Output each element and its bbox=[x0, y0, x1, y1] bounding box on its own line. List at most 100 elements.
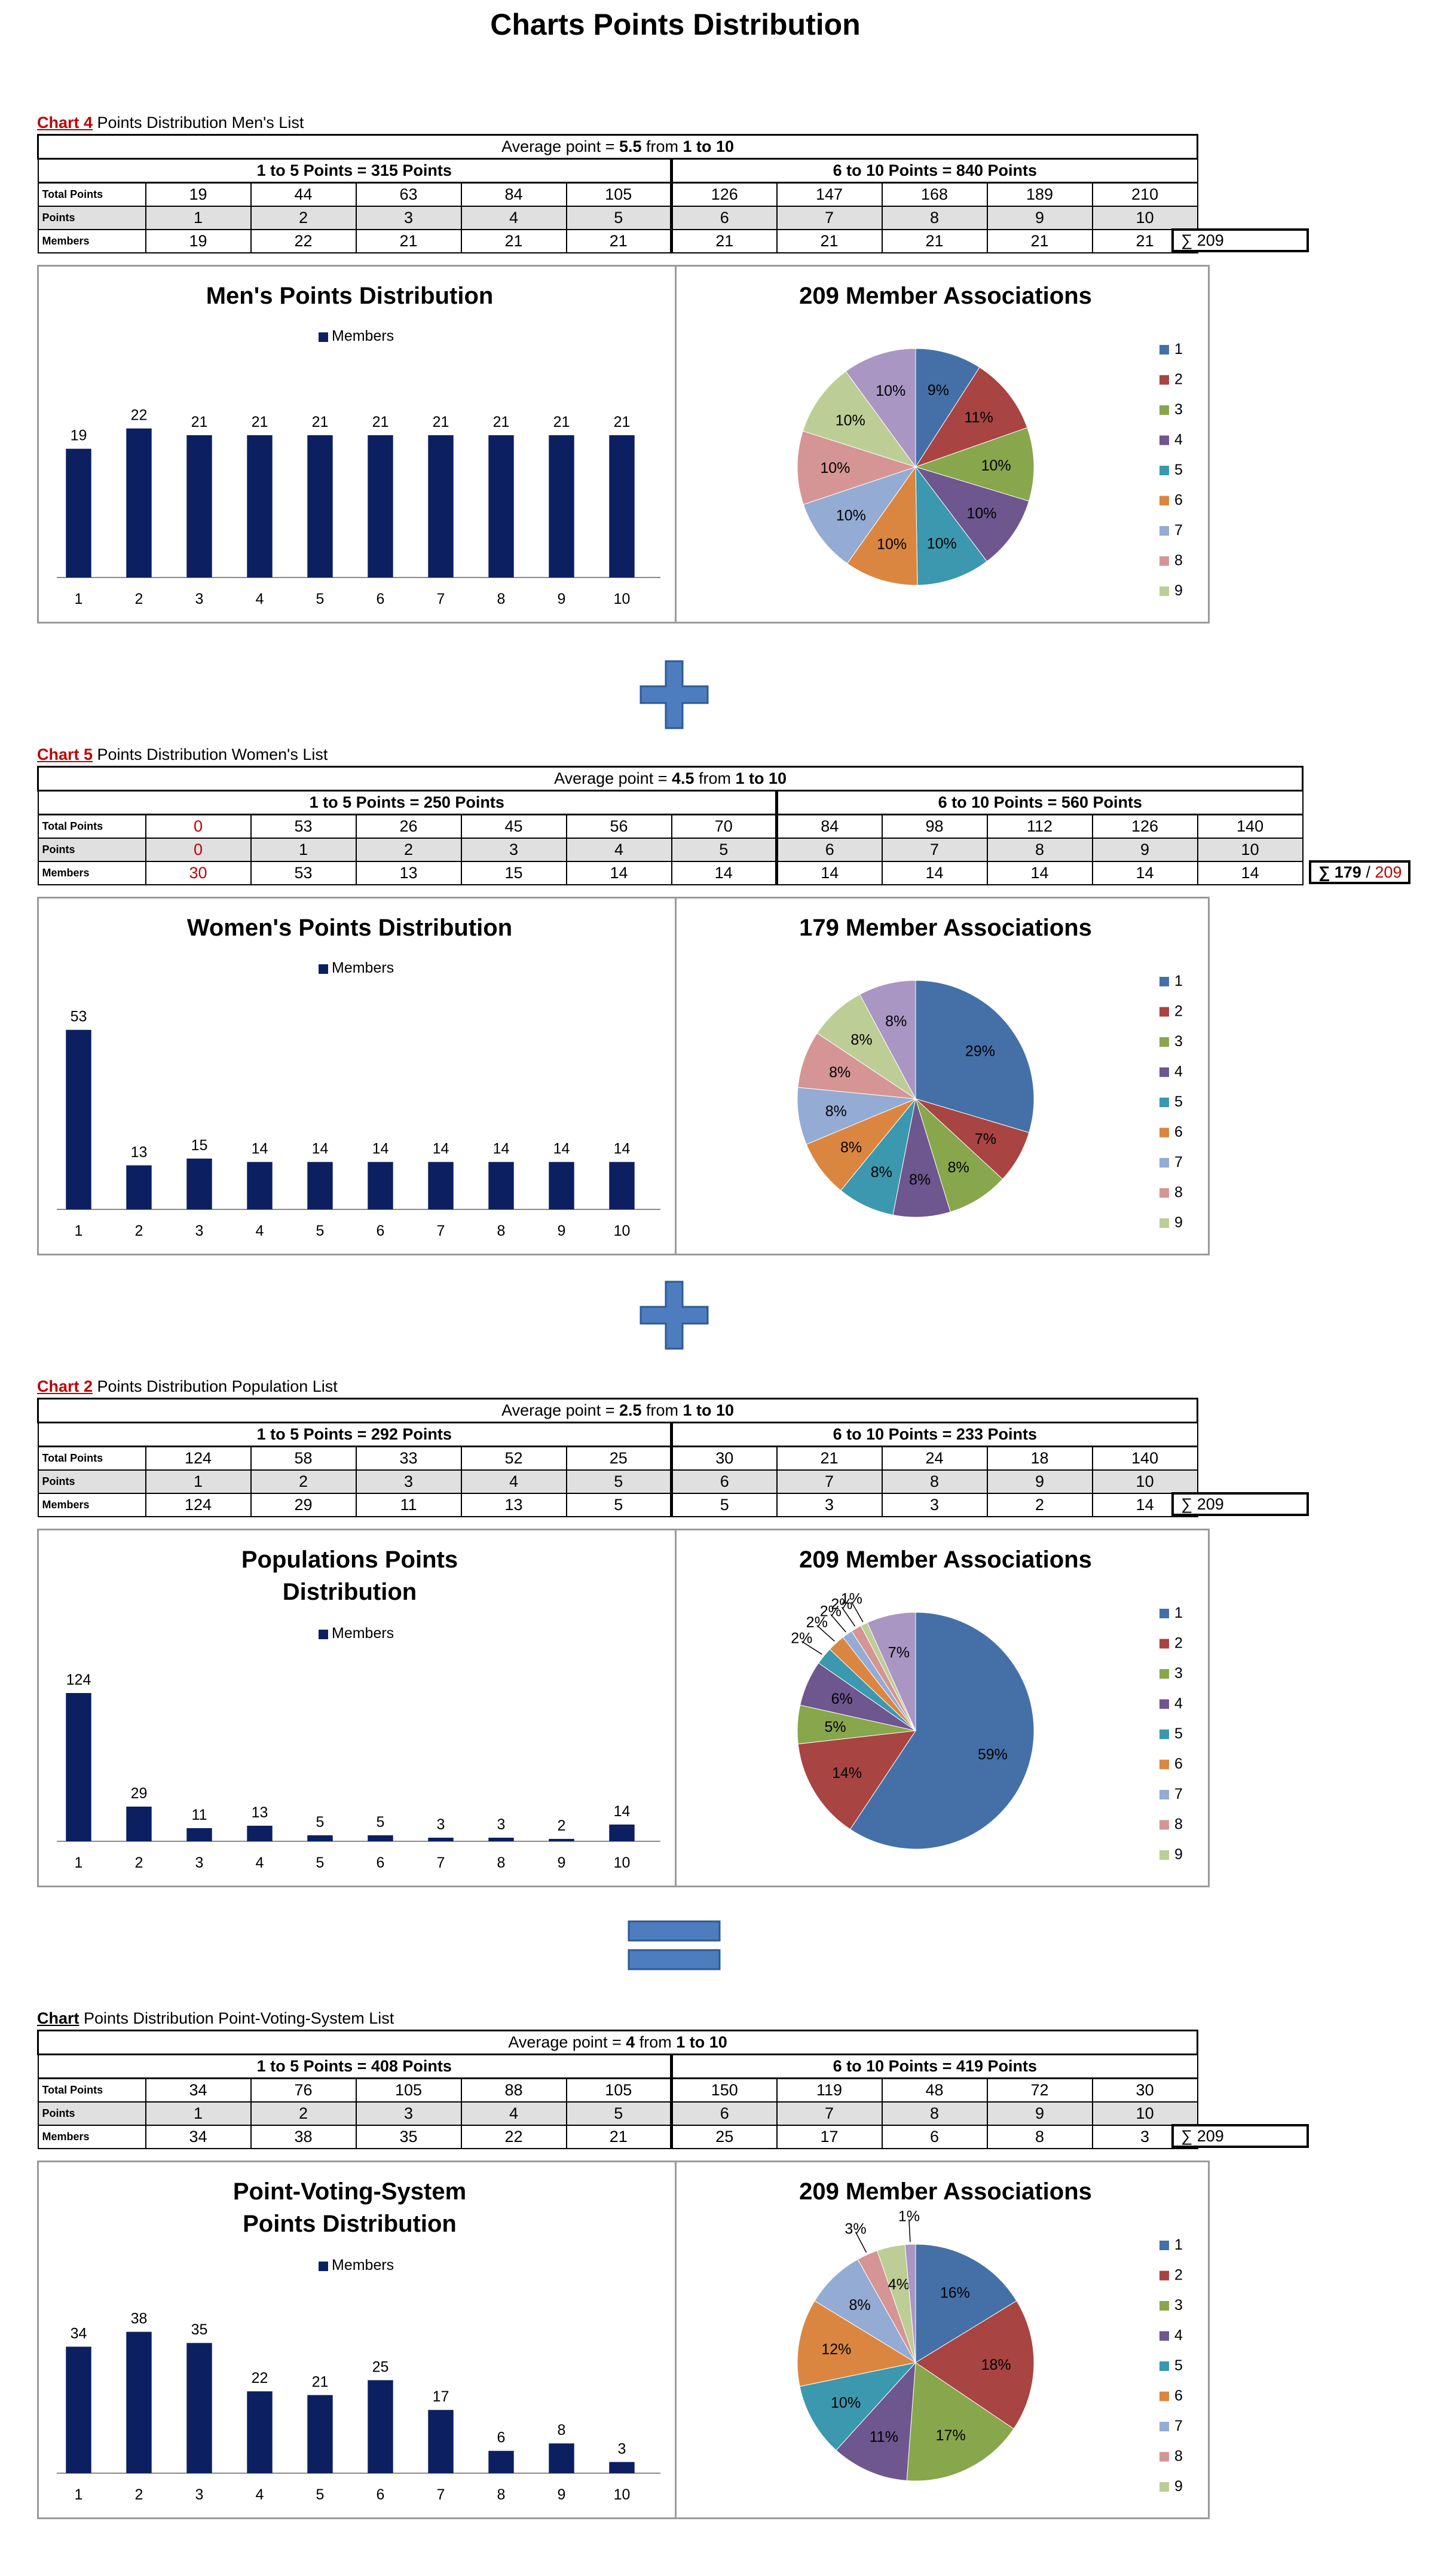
data-label: 29 bbox=[131, 1785, 148, 1802]
pie-chart-panel: 209 Member Associations 16% 18% 17% 11% 10% 12… bbox=[675, 2161, 1210, 2519]
pie-data-label: 11% bbox=[965, 410, 993, 426]
bar bbox=[66, 1029, 91, 1209]
data-label: 3 bbox=[437, 1816, 445, 1833]
pie-data-label: 29% bbox=[965, 1043, 995, 1060]
row-label: Points bbox=[37, 838, 146, 862]
pie-legend-label: 9 bbox=[1174, 1214, 1183, 1231]
pie-legend-swatch bbox=[1159, 586, 1169, 596]
bar bbox=[247, 1162, 273, 1209]
bar bbox=[368, 1162, 393, 1209]
pie-legend-swatch bbox=[1159, 2271, 1169, 2281]
leader-line bbox=[801, 1640, 822, 1655]
pie-legend-swatch bbox=[1159, 1067, 1169, 1077]
table-cell: 7 bbox=[881, 838, 988, 862]
table-cell: 3 bbox=[355, 2101, 462, 2126]
members-sum-cell: ∑ 209 bbox=[1171, 1492, 1309, 1516]
table-cell: 14 bbox=[1091, 861, 1198, 885]
table-cell: 9 bbox=[986, 206, 1093, 230]
x-tick-label: 7 bbox=[437, 2486, 445, 2503]
pie-data-label: 16% bbox=[940, 2285, 970, 2302]
table-cell: 6 bbox=[670, 2101, 778, 2126]
x-tick-label: 9 bbox=[558, 1854, 566, 1871]
table-cell: 13 bbox=[460, 1493, 567, 1517]
pie-slice bbox=[797, 2300, 917, 2387]
pie-legend-label: 9 bbox=[1174, 2478, 1183, 2495]
table-cell: 2 bbox=[986, 1493, 1093, 1517]
pie-slice bbox=[799, 2362, 917, 2451]
pie-legend-swatch bbox=[1159, 2361, 1169, 2371]
pie-legend-label: 6 bbox=[1174, 492, 1183, 509]
x-tick-label: 9 bbox=[558, 2486, 566, 2503]
data-label: 2 bbox=[558, 1817, 566, 1834]
chart-reference-link[interactable]: Chart 5 bbox=[37, 745, 93, 763]
x-tick-label: 5 bbox=[316, 591, 325, 607]
pie-legend-label: 9 bbox=[1174, 1846, 1183, 1863]
x-tick-label: 5 bbox=[316, 1854, 325, 1871]
table-cell: 8 bbox=[986, 2125, 1093, 2149]
data-label: 34 bbox=[71, 2325, 87, 2342]
table-cell: 21 bbox=[776, 229, 883, 253]
chart-reference-link[interactable]: Chart 2 bbox=[37, 1377, 93, 1395]
bar bbox=[428, 2410, 454, 2473]
members-row: Members 19 22 21 21 21 21 21 21 21 21 bbox=[37, 229, 1198, 253]
table-cell: 3 bbox=[460, 838, 567, 862]
x-tick-label: 7 bbox=[437, 591, 445, 607]
table-cell: 1 bbox=[145, 2101, 252, 2126]
pie-legend-label: 3 bbox=[1174, 1665, 1183, 1682]
bar bbox=[488, 435, 514, 577]
bar bbox=[66, 1693, 91, 1841]
table-cell: 4 bbox=[460, 2101, 567, 2126]
table-cell: 3 bbox=[776, 1493, 883, 1517]
table-cell: 5 bbox=[671, 838, 778, 862]
table-cell: 22 bbox=[460, 2125, 567, 2149]
table-cell: 76 bbox=[250, 2077, 357, 2103]
data-label: 21 bbox=[191, 414, 208, 430]
chart-reference-link[interactable]: Chart bbox=[37, 2009, 79, 2027]
row-label: Points bbox=[37, 1469, 146, 1494]
leader-line bbox=[851, 1602, 864, 1622]
legend-swatch bbox=[319, 964, 328, 974]
section-caption: Chart 2 Points Distribution Population L… bbox=[37, 1376, 338, 1397]
bar-chart-svg: Men's Points DistributionMembers19122221… bbox=[57, 283, 660, 607]
table-cell: 8 bbox=[881, 206, 988, 230]
table-cell: 58 bbox=[250, 1446, 357, 1471]
x-tick-label: 8 bbox=[497, 2486, 506, 2503]
x-tick-label: 6 bbox=[377, 2486, 385, 2503]
pie-slice bbox=[915, 2300, 1035, 2430]
bar bbox=[307, 1835, 333, 1841]
table-cell: 119 bbox=[776, 2077, 883, 2103]
pie-legend-swatch bbox=[1159, 1037, 1169, 1047]
pie-slice bbox=[846, 466, 918, 586]
pie-slice bbox=[914, 1098, 1003, 1212]
points-row: Points 1 2 3 4 5 6 7 8 9 10 bbox=[37, 2101, 1198, 2126]
bar bbox=[126, 2331, 152, 2473]
table-cell: 63 bbox=[355, 182, 462, 207]
data-label: 21 bbox=[312, 414, 329, 430]
total-points-row: Total Points 0 53 26 45 56 70 84 98 112 126 140 bbox=[37, 814, 1304, 839]
pie-legend-swatch bbox=[1159, 977, 1169, 986]
pie-legend-swatch bbox=[1159, 556, 1169, 566]
pie-legend-swatch bbox=[1159, 375, 1169, 385]
x-tick-label: 8 bbox=[497, 1223, 506, 1239]
table-cell: 14 bbox=[986, 861, 1093, 885]
bar bbox=[126, 428, 152, 577]
table-cell: 2 bbox=[250, 1469, 357, 1494]
x-tick-label: 8 bbox=[497, 591, 506, 607]
x-tick-label: 9 bbox=[558, 591, 566, 607]
x-tick-label: 10 bbox=[614, 2486, 631, 2503]
pie-data-label: 11% bbox=[870, 2429, 898, 2446]
leader-line bbox=[830, 1614, 846, 1633]
x-tick-label: 2 bbox=[135, 1854, 143, 1871]
x-tick-label: 1 bbox=[75, 2486, 83, 2503]
pie-data-label: 1% bbox=[841, 1591, 862, 1608]
chart-reference-link[interactable]: Chart 4 bbox=[37, 114, 93, 132]
data-label: 21 bbox=[493, 414, 510, 430]
table-cell: 124 bbox=[145, 1446, 252, 1471]
data-label: 14 bbox=[493, 1141, 510, 1157]
table-cell: 53 bbox=[250, 861, 357, 885]
pie-data-label: 8% bbox=[871, 1164, 892, 1181]
pie-legend-swatch bbox=[1159, 2422, 1169, 2431]
pie-legend-swatch bbox=[1159, 345, 1169, 355]
x-tick-label: 7 bbox=[437, 1223, 445, 1239]
pie-legend-label: 9 bbox=[1174, 582, 1183, 599]
